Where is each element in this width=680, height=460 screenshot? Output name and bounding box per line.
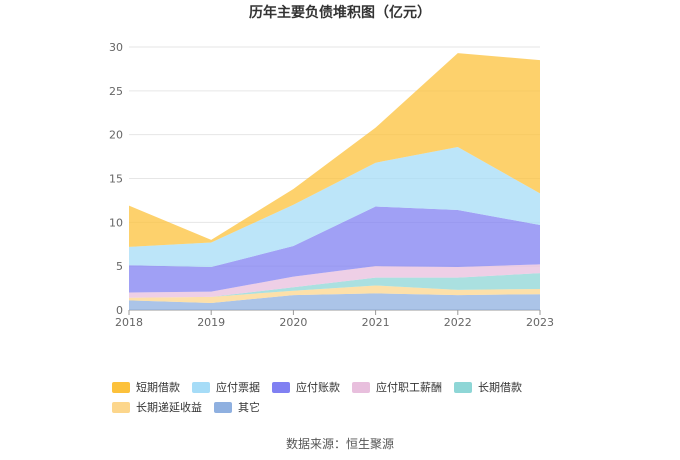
y-tick-label: 5 (116, 260, 123, 273)
legend-label: 短期借款 (136, 381, 180, 394)
legend-item[interactable]: 应付职工薪酬 (352, 377, 442, 397)
legend: 短期借款 应付票据 应付账款 应付职工薪酬 长期借款长期递延收益 其它 (112, 377, 592, 417)
y-tick-label: 30 (109, 41, 123, 54)
legend-item[interactable]: 应付票据 (192, 377, 260, 397)
area-应付账款 (129, 206, 540, 293)
chart-title: 历年主要负债堆积图（亿元） (249, 5, 431, 21)
y-tick-label: 15 (109, 173, 123, 186)
y-tick-label: 10 (109, 216, 123, 229)
legend-swatch (214, 401, 232, 413)
y-tick-label: 20 (109, 129, 123, 142)
area-长期递延收益 (129, 285, 540, 303)
axes: 0 5 10 15 20 25 30 2018 2019 2020 2021 2022 2023 (109, 41, 554, 329)
legend-item[interactable]: 短期借款 (112, 377, 180, 397)
legend-swatch (112, 381, 130, 393)
legend-swatch (112, 401, 130, 413)
legend-item[interactable]: 其它 (214, 397, 260, 417)
legend-label: 应付票据 (216, 381, 260, 394)
area-其它 (129, 293, 540, 310)
x-tick-label: 2020 (279, 316, 307, 329)
legend-label: 长期借款 (478, 381, 522, 394)
legend-swatch (352, 381, 370, 393)
x-tick-label: 2022 (444, 316, 472, 329)
area-应付职工薪酬 (129, 264, 540, 298)
x-tick-label: 2018 (115, 316, 143, 329)
legend-swatch (454, 381, 472, 393)
legend-swatch (192, 381, 210, 393)
y-tick-label: 25 (109, 85, 123, 98)
area-series (129, 53, 540, 310)
legend-label: 应付职工薪酬 (376, 381, 442, 394)
x-tick-label: 2019 (197, 316, 225, 329)
y-tick-label: 0 (116, 304, 123, 317)
legend-label: 其它 (238, 401, 260, 414)
legend-label: 长期递延收益 (136, 401, 202, 414)
data-source: 数据来源：恒生聚源 (285, 437, 394, 451)
legend-item[interactable]: 长期递延收益 (112, 397, 202, 417)
x-tick-label: 2021 (362, 316, 390, 329)
legend-item[interactable]: 长期借款 (454, 377, 522, 397)
area-应付票据 (129, 146, 540, 268)
x-tick-label: 2023 (526, 316, 554, 329)
legend-swatch (272, 381, 290, 393)
area-长期借款 (129, 273, 540, 298)
area-短期借款 (129, 53, 540, 247)
legend-item[interactable]: 应付账款 (272, 377, 340, 397)
legend-label: 应付账款 (296, 381, 340, 394)
